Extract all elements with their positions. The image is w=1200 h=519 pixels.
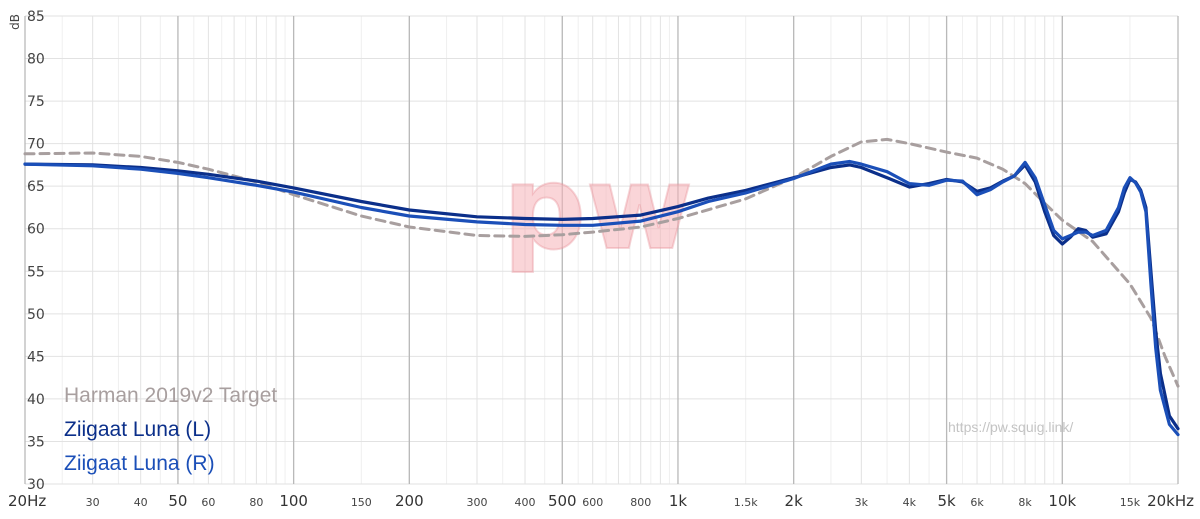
legend-item-right: Ziigaat Luna (R) bbox=[64, 452, 215, 475]
x-tick-label: 60 bbox=[201, 496, 215, 509]
x-tick-label: 40 bbox=[134, 496, 148, 509]
x-tick-label: 80 bbox=[249, 496, 263, 509]
y-tick-label: 70 bbox=[27, 137, 45, 153]
x-tick-label: 20Hz bbox=[8, 492, 46, 510]
x-tick-label: 30 bbox=[86, 496, 100, 509]
y-tick-label: 50 bbox=[27, 307, 45, 323]
legend: Harman 2019v2 Target Ziigaat Luna (L) Zi… bbox=[64, 384, 277, 475]
x-tick-label: 3k bbox=[855, 496, 869, 509]
y-tick-label: 45 bbox=[27, 349, 45, 365]
y-tick-label: 65 bbox=[27, 179, 45, 195]
series-line-0 bbox=[23, 137, 1180, 388]
x-tick-label: 600 bbox=[582, 496, 603, 509]
y-tick-label: 60 bbox=[27, 222, 45, 238]
legend-item-left: Ziigaat Luna (L) bbox=[64, 418, 211, 441]
pw-logo-glyph: pw bbox=[503, 141, 693, 276]
x-tick-label: 6k bbox=[970, 496, 984, 509]
legend-item-target: Harman 2019v2 Target bbox=[64, 384, 277, 407]
x-tick-label: 100 bbox=[279, 492, 308, 510]
x-tick-label: 5k bbox=[937, 492, 956, 510]
y-tick-label: 85 bbox=[27, 9, 45, 25]
x-tick-label: 400 bbox=[515, 496, 536, 509]
x-tick-label: 20kHz bbox=[1147, 492, 1194, 510]
y-tick-label: 75 bbox=[27, 94, 45, 110]
x-tick-label: 1.5k bbox=[734, 496, 758, 509]
x-tick-label: 300 bbox=[467, 496, 488, 509]
y-tick-label: 30 bbox=[27, 477, 45, 493]
series-line-2 bbox=[23, 159, 1180, 437]
x-tick-label: 200 bbox=[395, 492, 424, 510]
x-tick-label: 150 bbox=[351, 496, 372, 509]
x-tick-label: 15k bbox=[1120, 496, 1141, 509]
x-tick-label: 10k bbox=[1048, 492, 1076, 510]
x-tick-label: 500 bbox=[548, 492, 577, 510]
watermark-url: https://pw.squig.link/ bbox=[948, 419, 1073, 435]
grid-lines bbox=[24, 15, 1179, 485]
y-tick-label: 35 bbox=[27, 434, 45, 450]
x-tick-label: 8k bbox=[1018, 496, 1032, 509]
y-tick-label: 80 bbox=[27, 52, 45, 68]
pw-watermark-logo: pw bbox=[502, 140, 694, 277]
x-axis-ticks: 20Hz 30 40 50 60 80 100 150 200 300 400 500 600 800 1k… bbox=[8, 492, 1194, 510]
y-tick-label: 40 bbox=[27, 392, 45, 408]
y-axis-ticks: 30 35 40 45 50 55 60 65 70 75 80 85 bbox=[27, 9, 45, 493]
x-tick-label: 4k bbox=[903, 496, 917, 509]
y-tick-label: 55 bbox=[27, 264, 45, 280]
x-tick-label: 50 bbox=[168, 492, 187, 510]
series-lines bbox=[23, 137, 1180, 437]
x-tick-label: 800 bbox=[630, 496, 651, 509]
x-tick-label: 2k bbox=[785, 492, 804, 510]
y-axis-label: dB bbox=[8, 14, 22, 30]
x-tick-label: 1k bbox=[669, 492, 688, 510]
